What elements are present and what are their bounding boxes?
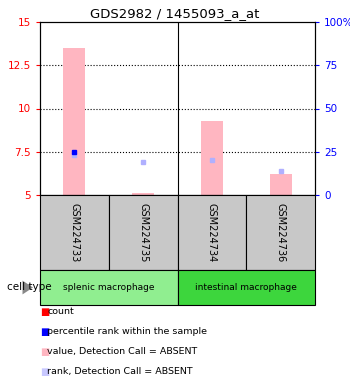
Text: ■: ■ (40, 307, 49, 317)
Text: cell type: cell type (7, 283, 52, 293)
Text: count: count (47, 308, 74, 316)
Bar (40, 270, 177, 305)
Bar (270, 174, 292, 195)
Text: GSM224736: GSM224736 (276, 203, 286, 262)
Text: ■: ■ (40, 347, 49, 357)
Text: splenic macrophage: splenic macrophage (63, 283, 154, 292)
Bar (201, 121, 223, 195)
Text: ■: ■ (40, 327, 49, 337)
Bar (177, 270, 315, 305)
Text: GSM224735: GSM224735 (138, 203, 148, 262)
Text: GSM224733: GSM224733 (69, 203, 79, 262)
Text: percentile rank within the sample: percentile rank within the sample (47, 328, 207, 336)
Text: ■: ■ (40, 367, 49, 377)
Bar (177, 195, 246, 270)
Bar (246, 195, 315, 270)
Bar (63, 48, 85, 195)
Text: rank, Detection Call = ABSENT: rank, Detection Call = ABSENT (47, 367, 193, 376)
Text: GDS2982 / 1455093_a_at: GDS2982 / 1455093_a_at (90, 7, 260, 20)
Text: intestinal macrophage: intestinal macrophage (195, 283, 297, 292)
Polygon shape (22, 281, 33, 295)
Bar (132, 193, 154, 195)
Text: GSM224734: GSM224734 (207, 203, 217, 262)
Text: value, Detection Call = ABSENT: value, Detection Call = ABSENT (47, 348, 197, 356)
Bar (109, 195, 177, 270)
Bar (40, 195, 109, 270)
